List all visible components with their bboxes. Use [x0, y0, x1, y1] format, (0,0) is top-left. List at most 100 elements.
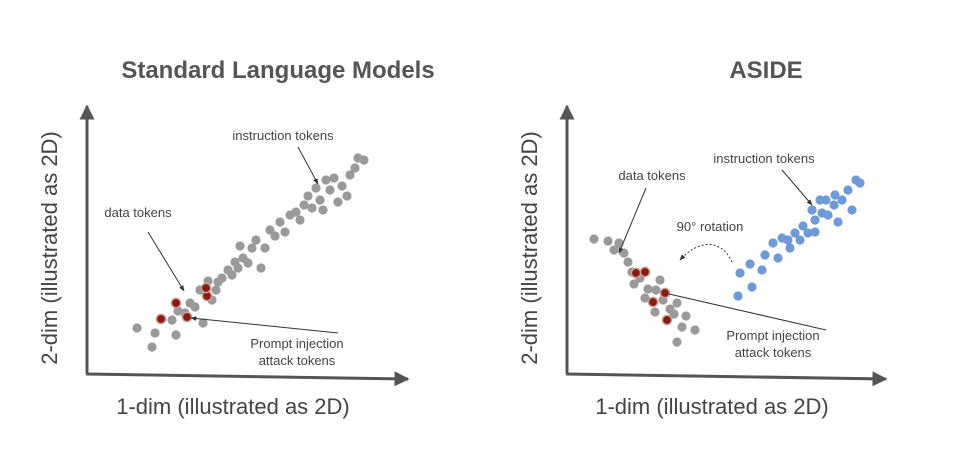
token-dot: [609, 245, 619, 255]
token-dot: [359, 155, 369, 165]
token-dot: [639, 266, 651, 278]
x-axis-label: 1-dim (illustrated as 2D): [595, 394, 829, 419]
token-dot: [243, 258, 253, 268]
token-dot: [171, 330, 181, 340]
token-dot: [833, 217, 843, 227]
pointer: [297, 146, 319, 185]
token-dot: [847, 205, 857, 215]
x-axis: [565, 371, 888, 387]
token-dot: [655, 275, 665, 285]
token-dot: [173, 306, 183, 316]
token-dot: [275, 217, 285, 227]
token-dot: [315, 195, 325, 205]
token-dot: [291, 207, 301, 217]
token-dot: [798, 221, 808, 231]
data-label: data tokens: [618, 168, 686, 183]
token-dot: [807, 205, 817, 215]
token-dot: [747, 282, 757, 292]
token-dot: [768, 238, 778, 248]
token-dot: [855, 178, 865, 188]
token-dot: [623, 257, 633, 267]
token-dots: [589, 175, 865, 347]
token-dot: [256, 263, 266, 273]
token-dot: [603, 236, 613, 246]
token-dot: [669, 309, 679, 319]
token-dot: [745, 259, 755, 269]
token-dot: [821, 195, 831, 205]
rotation-label: 90° rotation: [677, 219, 744, 234]
token-dot: [643, 284, 653, 294]
pointer: [147, 231, 185, 292]
token-dot: [295, 215, 305, 225]
token-dot: [307, 203, 317, 213]
token-dot: [200, 282, 212, 294]
token-dot: [760, 250, 770, 260]
token-dot: [681, 311, 691, 321]
token-dot: [342, 191, 352, 201]
token-dot: [299, 200, 309, 210]
token-dots: [132, 153, 369, 352]
instruction-label: instruction tokens: [232, 128, 334, 143]
token-dot: [311, 183, 321, 193]
token-dot: [217, 273, 227, 283]
token-dot: [233, 263, 243, 273]
token-dot: [350, 163, 360, 173]
token-dot: [150, 328, 160, 338]
attack-label: attack tokens: [735, 345, 812, 360]
token-dot: [181, 311, 193, 323]
token-dot: [773, 253, 783, 263]
token-dot: [690, 325, 700, 335]
token-dot: [170, 297, 182, 309]
pointer: [781, 169, 813, 206]
token-dot: [672, 337, 682, 347]
token-dot: [790, 228, 800, 238]
left-panel: Standard Language Models 1-dim (illustra…: [37, 57, 435, 419]
token-dot: [785, 243, 795, 253]
token-dot: [677, 322, 687, 332]
right-panel: ASIDE 1-dim (illustrated as 2D) 2-dim (i…: [517, 57, 888, 419]
token-dot: [155, 313, 167, 325]
token-dot: [167, 315, 177, 325]
token-dot: [614, 238, 624, 248]
token-dot: [640, 293, 650, 303]
data-label: data tokens: [104, 205, 172, 220]
panel-title: Standard Language Models: [121, 57, 434, 84]
pointer: [668, 293, 827, 331]
token-dot: [829, 200, 839, 210]
rotation-arrow: [679, 244, 733, 263]
token-dot: [659, 287, 671, 299]
pointer: [618, 187, 647, 254]
y-axis-label: 2-dim (illustrated as 2D): [517, 131, 542, 365]
attack-label: Prompt injection: [250, 336, 343, 351]
token-dot: [333, 197, 343, 207]
token-dot: [650, 307, 660, 317]
token-dot: [733, 291, 743, 301]
token-dot: [661, 314, 673, 326]
token-dot: [647, 296, 659, 308]
pointer: [190, 316, 339, 334]
token-dot: [251, 235, 261, 245]
token-dot: [783, 235, 793, 245]
token-dot: [260, 243, 270, 253]
instruction-label: instruction tokens: [713, 151, 815, 166]
token-dot: [211, 285, 221, 295]
token-dot: [345, 170, 355, 180]
token-dot: [280, 227, 290, 237]
token-dot: [830, 190, 840, 200]
token-dot: [247, 243, 257, 253]
token-dot: [795, 235, 805, 245]
token-dot: [589, 234, 599, 244]
token-dot: [810, 227, 820, 237]
token-dot: [190, 302, 200, 312]
token-dot: [270, 231, 280, 241]
y-axis-label: 2-dim (illustrated as 2D): [37, 131, 62, 365]
token-dot: [227, 270, 237, 280]
token-dot: [630, 267, 642, 279]
token-dot: [629, 279, 639, 289]
token-dot: [147, 342, 157, 352]
attack-label: Prompt injection: [726, 328, 819, 343]
token-dot: [303, 191, 313, 201]
token-dot: [837, 195, 847, 205]
token-dot: [235, 241, 245, 251]
